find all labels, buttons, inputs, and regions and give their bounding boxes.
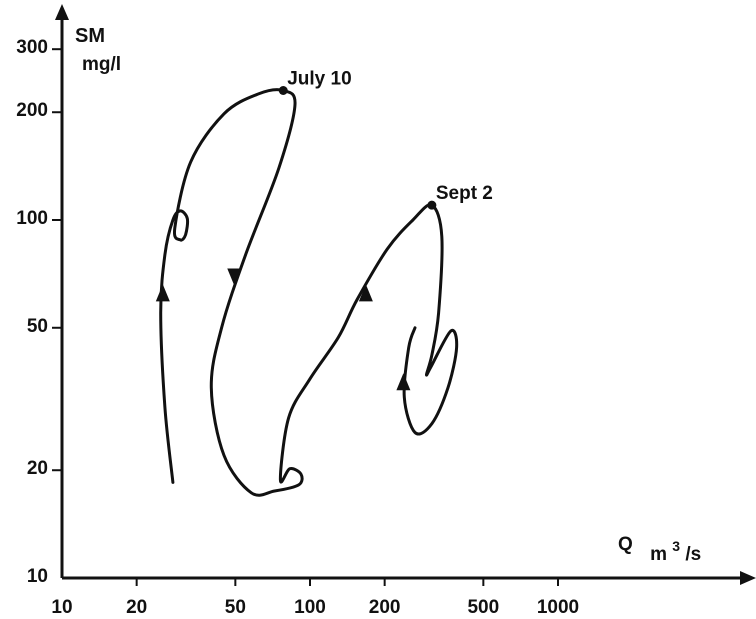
x-axis-label-unit-exponent: 3 — [672, 538, 680, 554]
x-tick-label: 200 — [369, 597, 401, 618]
y-axis-label: SM mg/l — [75, 25, 121, 75]
annotation-label: July 10 — [287, 69, 351, 90]
x-axis-label-unit: m — [650, 544, 667, 565]
direction-arrow-up — [396, 373, 411, 391]
direction-arrows — [155, 268, 411, 391]
y-tick-label: 300 — [16, 37, 48, 58]
annotations: July 10 Sept 2 — [278, 69, 493, 210]
y-tick-label: 100 — [16, 208, 48, 229]
y-axis-label-line2: mg/l — [82, 54, 121, 75]
x-axis-label-unit-suffix: /s — [685, 544, 701, 565]
y-tick-label: 50 — [27, 316, 48, 337]
direction-arrow-up — [155, 284, 170, 302]
x-tick-label: 500 — [467, 597, 499, 618]
x-tick-label: 1000 — [537, 597, 579, 618]
direction-arrow-down — [227, 268, 242, 286]
x-tick-label: 20 — [126, 597, 147, 618]
y-axis-label-line1: SM — [75, 25, 105, 47]
x-tick-label: 10 — [51, 597, 72, 618]
x-tick-label: 100 — [294, 597, 326, 618]
tick-marks — [52, 48, 559, 586]
series-line — [159, 88, 459, 497]
y-tick-label: 10 — [27, 566, 48, 587]
y-tick-label: 200 — [16, 100, 48, 121]
annotation-label: Sept 2 — [436, 183, 493, 204]
annotation-point — [278, 86, 288, 96]
axes — [55, 4, 756, 585]
direction-arrow-up — [358, 284, 373, 302]
annotation-point — [427, 200, 437, 210]
x-tick-label: 50 — [225, 597, 246, 618]
y-tick-label: 20 — [27, 458, 48, 479]
x-axis-label: Q m 3 /s — [618, 534, 701, 565]
y-axis-arrowhead — [55, 4, 69, 20]
tick-labels: 10 20 50 100 200 500 1000 10 20 50 100 200 300 — [16, 37, 579, 618]
x-axis-label-quantity: Q — [618, 534, 633, 555]
x-axis-arrowhead — [740, 571, 756, 585]
